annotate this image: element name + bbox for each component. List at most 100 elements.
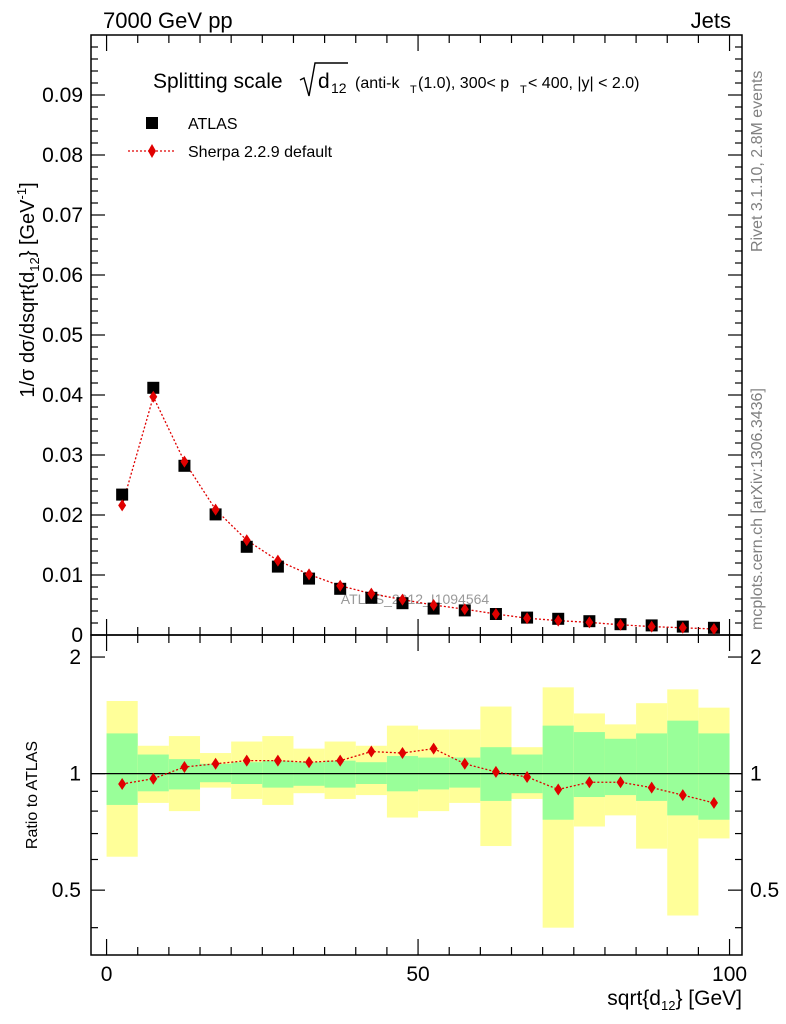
mc-point xyxy=(118,499,127,512)
plot-title-main: Splitting scale xyxy=(153,70,283,93)
main-panel: 0 0.01 0.02 0.03 0.04 0.05 0.06 0.07 0.08 0.09 AT… xyxy=(14,34,743,647)
legend: ATLAS Sherpa 2.2.9 default xyxy=(128,116,333,161)
main-y-tick-label: 0.02 xyxy=(42,504,83,527)
mc-point xyxy=(585,616,594,629)
mc-point xyxy=(398,593,407,606)
side-label-mcplots: mcplots.cern.ch [arXiv:1306.3436] xyxy=(749,388,766,630)
plot-title-detail-sub2: T xyxy=(520,84,527,96)
legend-marker-atlas xyxy=(146,117,158,129)
ratio-mc-point xyxy=(273,754,282,767)
mc-point xyxy=(616,618,625,631)
header-right: Jets xyxy=(691,8,731,33)
ratio-mc-point xyxy=(242,754,251,767)
mc-point xyxy=(367,587,376,600)
x-tick-label: 0 xyxy=(101,963,113,986)
main-y-tick-label: 0.05 xyxy=(42,324,83,347)
ratio-mc-point xyxy=(709,796,718,809)
ratio-mc-point xyxy=(180,760,189,773)
ratio-y-tick-label-right: 0.5 xyxy=(750,879,779,902)
mc-point xyxy=(429,599,438,611)
mc-point xyxy=(242,534,251,547)
header-left: 7000 GeV pp xyxy=(103,8,233,33)
ratio-plot-frame xyxy=(90,634,743,956)
ratio-mc-point xyxy=(647,781,656,794)
ratio-y-tick-label-right: 2 xyxy=(750,646,762,669)
ratio-mc-point xyxy=(429,742,438,755)
atlas-data-point xyxy=(116,488,129,501)
sqrt-symbol xyxy=(299,62,348,97)
plot-title-detail-c: < 400, |y| < 2.0) xyxy=(528,75,640,92)
x-tick-label: 100 xyxy=(712,963,747,986)
mc-point xyxy=(523,612,532,625)
ratio-mc-point xyxy=(118,777,127,790)
ratio-mc-point xyxy=(336,754,345,767)
ratio-mc-point xyxy=(460,757,469,770)
ratio-band-inner xyxy=(106,733,138,805)
main-y-tick-label: 0.08 xyxy=(42,144,83,167)
main-y-tick-label: 0.04 xyxy=(42,384,83,407)
main-y-tick-label: 0.07 xyxy=(42,204,83,227)
mc-point xyxy=(336,579,345,592)
atlas-data-point xyxy=(147,381,160,394)
mc-point xyxy=(305,568,314,581)
x-axis-label: sqrt{d12} [GeV] xyxy=(607,987,742,1013)
ratio-band-inner xyxy=(667,720,699,816)
plot-title-var-sub: 12 xyxy=(331,80,347,96)
ratio-y-axis-label: Ratio to ATLAS xyxy=(24,741,41,849)
mc-point xyxy=(273,554,282,567)
ratio-y-tick-label: 0.5 xyxy=(52,879,81,902)
side-label-rivet: Rivet 3.1.10, 2.8M events xyxy=(749,71,766,252)
ratio-mc-point xyxy=(149,772,158,785)
x-tick-label: 50 xyxy=(406,963,429,986)
mc-point xyxy=(647,620,656,633)
plot-title: Splitting scale d 12 (anti-k T (1.0), 30… xyxy=(153,62,640,97)
xlabel-part-2: } [GeV] xyxy=(675,987,742,1010)
atlas-data-point xyxy=(240,540,253,553)
main-y-tick-label: 0.01 xyxy=(42,564,83,587)
mc-point xyxy=(678,621,687,634)
ratio-mc-point xyxy=(554,783,563,796)
ratio-mc-point xyxy=(398,747,407,760)
ratio-y-tick-label-right: 1 xyxy=(750,763,762,786)
mc-point xyxy=(491,608,500,620)
ratio-mc-point xyxy=(367,745,376,758)
plot-title-detail-b: (1.0), 300< p xyxy=(418,75,509,92)
xlabel-part-1: sqrt{d xyxy=(607,987,661,1010)
plot-title-detail-a: (anti-k xyxy=(355,75,400,92)
main-y-tick-label: 0.06 xyxy=(42,264,83,287)
mc-point xyxy=(180,455,189,468)
ylabel-part-2: } [GeV xyxy=(17,199,39,257)
mc-point xyxy=(554,614,563,627)
ratio-mc-point xyxy=(616,776,625,789)
plot-title-detail-sub1: T xyxy=(410,84,417,96)
ratio-mc-point xyxy=(491,765,500,778)
mc-point xyxy=(211,503,220,516)
ratio-mc-point xyxy=(305,756,314,769)
legend-label-mc: Sherpa 2.2.9 default xyxy=(188,144,333,161)
legend-label-atlas: ATLAS xyxy=(188,116,238,133)
ylabel-part-3: ] xyxy=(17,182,39,188)
plot-title-var: d xyxy=(318,70,330,93)
mc-point xyxy=(460,603,469,616)
main-y-tick-label: 0.09 xyxy=(42,84,83,107)
ratio-y-tick-label: 1 xyxy=(69,763,81,786)
ratio-panel: 0.5 0.51 12 2 0 50 100 Ratio to ATLAS sqrt{d1… xyxy=(24,634,779,1013)
ratio-band-inner xyxy=(542,725,574,820)
ratio-y-tick-label: 2 xyxy=(69,646,81,669)
ylabel-sup: -1 xyxy=(14,188,29,200)
ylabel-sub: 12 xyxy=(27,257,42,271)
ratio-mc-line xyxy=(122,747,715,804)
ratio-mc-point xyxy=(211,757,220,770)
mc-point xyxy=(149,390,158,403)
ratio-mc-point xyxy=(585,776,594,789)
main-y-tick-label: 0 xyxy=(71,624,83,647)
main-y-tick-label: 0.03 xyxy=(42,444,83,467)
mc-point xyxy=(709,623,718,635)
ratio-mc-point xyxy=(523,770,532,783)
ratio-mc-point xyxy=(678,789,687,802)
main-y-axis-label: 1/σ dσ/dsqrt{d12} [GeV-1] xyxy=(14,182,42,397)
ylabel-part-1: 1/σ dσ/dsqrt{d xyxy=(17,272,39,398)
legend-marker-mc xyxy=(148,144,156,158)
xlabel-sub: 12 xyxy=(661,998,675,1013)
